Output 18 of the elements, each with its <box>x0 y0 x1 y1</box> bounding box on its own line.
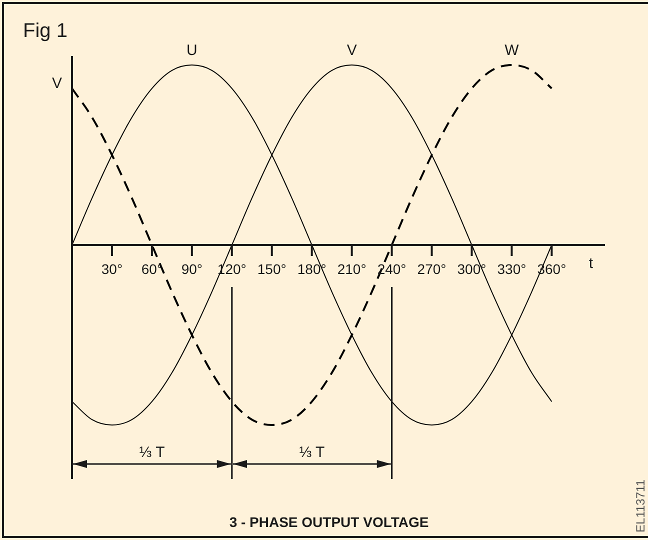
text: ⅓ T <box>299 444 325 461</box>
chart-title: Fig 1 <box>23 20 68 42</box>
y-axis-title: V <box>52 75 62 92</box>
text: EL113711 <box>633 479 648 532</box>
x-tick-label: 30° <box>101 261 123 277</box>
x-tick-label: 240° <box>377 261 406 277</box>
series-label: V <box>346 42 357 59</box>
x-tick-label: 150° <box>257 261 286 277</box>
x-tick-label: 270° <box>417 261 446 277</box>
x-tick-label: 210° <box>337 261 366 277</box>
series-label: W <box>504 42 520 59</box>
text: ⅓ T <box>139 444 165 461</box>
x-axis-title: t <box>588 255 594 272</box>
x-tick-label: 330° <box>497 261 526 277</box>
text: 3 - PHASE OUTPUT VOLTAGE <box>229 514 429 530</box>
x-tick-label: 60° <box>141 261 163 277</box>
series-label: U <box>186 42 198 59</box>
x-tick-label: 90° <box>181 261 203 277</box>
